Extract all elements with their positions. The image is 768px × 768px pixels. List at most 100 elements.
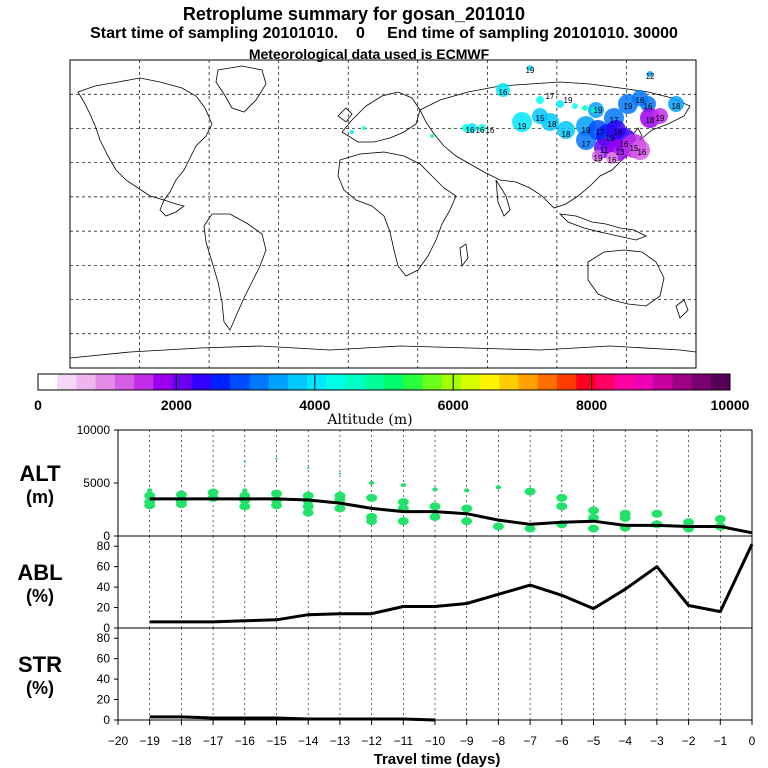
map-frame [69, 59, 697, 369]
colorbar-label: Altitude (m) [326, 412, 412, 428]
colorbar-swatch [576, 374, 596, 390]
x-tick-label: −3 [650, 734, 664, 748]
x-tick-label: −5 [587, 734, 601, 748]
alt-scatter-point [242, 488, 248, 493]
plume-marker [541, 113, 559, 131]
x-tick-label: −2 [682, 734, 696, 748]
plume-day-label: 16 [636, 96, 645, 105]
plume-day-label: 16 [499, 88, 508, 97]
sampling-time-line: Start time of sampling 20101010. 0 End t… [90, 25, 678, 42]
y-tick-label: 20 [97, 693, 111, 707]
alt-scatter-point [651, 509, 663, 518]
panel-ylabel: ALT [19, 461, 61, 486]
plume-marker [668, 96, 684, 112]
plume-marker [647, 71, 653, 77]
x-tick-label: 0 [749, 734, 756, 748]
plume-marker [640, 96, 656, 112]
colorbar-swatch [403, 374, 423, 390]
plume-marker [572, 103, 578, 109]
alt-scatter-point [366, 493, 378, 502]
plume-marker [496, 83, 510, 97]
alt-scatter-point [239, 502, 251, 511]
panel-yunit: (%) [26, 586, 54, 606]
colorbar-swatch [153, 374, 174, 390]
plume-day-label: 19 [526, 66, 535, 75]
y-tick-label: 40 [97, 672, 111, 686]
alt-scatter-point [338, 472, 342, 475]
colorbar-swatch [249, 374, 270, 390]
colorbar-swatch [191, 374, 212, 390]
plume-marker [467, 123, 477, 133]
colorbar-swatch [653, 374, 673, 390]
colorbar-swatch [345, 374, 366, 390]
plume-day-label: 19 [594, 154, 603, 163]
alt-scatter-point [556, 493, 568, 502]
plume-day-label: 17 [546, 92, 555, 101]
plume-day-label: 15 [536, 114, 545, 123]
plume-day-label: 16 [644, 102, 653, 111]
plume-marker [478, 124, 486, 132]
alt-scatter-point [588, 524, 599, 533]
colorbar-swatch [268, 374, 289, 390]
colorbar-swatch [172, 374, 193, 390]
y-tick-label: 60 [97, 652, 111, 666]
plume-marker [512, 112, 532, 132]
x-tick-label: −6 [555, 734, 569, 748]
alt-scatter-point [397, 517, 409, 526]
plume-marker [527, 65, 533, 71]
plume-day-label: 19 [656, 114, 665, 123]
plume-day-label: 18 [614, 128, 623, 137]
map-gridlines [70, 60, 696, 368]
alt-scatter-point [461, 517, 473, 526]
panel-ylabel: ABL [17, 560, 62, 585]
x-tick-label: −12 [361, 734, 382, 748]
plume-day-label: 16 [466, 126, 475, 135]
x-tick-label: −16 [235, 734, 256, 748]
plume-day-label: 13 [616, 148, 625, 157]
x-axis: −20 −19 −18 −17 −16 −15 −14 −13 −12 −11 −10 −9 −8 −7−… [108, 720, 756, 748]
colorbar-tick-label: 10000 [711, 397, 750, 413]
y-tick-label: 20 [97, 601, 111, 615]
alt-scatter-point [492, 522, 504, 531]
series-line [149, 715, 436, 722]
colorbar-swatch [595, 374, 616, 390]
x-tick-label: −14 [298, 734, 319, 748]
alt-scatter-point [306, 467, 310, 470]
colorbar-tick-label: 2000 [161, 397, 192, 413]
colorbar-swatch [76, 374, 97, 390]
plume-day-label: 19 [564, 96, 573, 105]
plume-day-label: 19 [594, 106, 603, 115]
plume-marker [462, 124, 470, 132]
altitude-colorbar [37, 373, 731, 391]
plume-marker [556, 100, 564, 108]
timeseries-panels: 0500010000ALT(m)020406080ABL(%)020406080… [17, 423, 755, 748]
plume-marker [592, 150, 604, 162]
panel-ylabel: STR [18, 652, 62, 677]
alt-scatter-point [463, 488, 470, 493]
alt-scatter-point [524, 524, 536, 533]
colorbar-swatch [557, 374, 577, 390]
y-tick-label: 0 [103, 621, 110, 635]
alt-scatter-point [619, 509, 631, 518]
plume-day-label: 16 [638, 148, 647, 157]
colorbar-swatch [57, 374, 77, 390]
plume-day-label: 18 [672, 102, 681, 111]
panel-str: 0 20 40 60 80 STR(%) [18, 627, 753, 727]
alt-scatter-point [429, 512, 441, 521]
plume-day-label: 16 [608, 156, 617, 165]
x-tick-label: −9 [460, 734, 474, 748]
alt-scatter-point [275, 457, 278, 460]
panel-yunit: (m) [26, 487, 54, 507]
colorbar-swatch [518, 374, 539, 390]
colorbar-tick-label: 6000 [438, 397, 469, 413]
colorbar-swatch [384, 374, 404, 390]
plume-day-label: 19 [624, 102, 633, 111]
alt-scatter-point [588, 506, 599, 515]
alt-scatter-point [175, 500, 187, 509]
colorbar-swatch [364, 374, 385, 390]
plume-day-label: 18 [646, 116, 655, 125]
alt-scatter-point [368, 481, 375, 485]
colorbar-swatch [134, 374, 154, 390]
plume-day-label: 12 [646, 72, 655, 81]
